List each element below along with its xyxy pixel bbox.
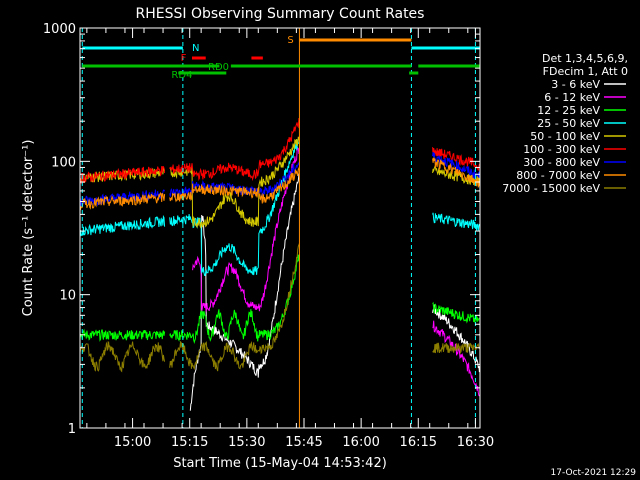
y-tick-label: 1 <box>68 422 76 437</box>
x-tick-label: 15:15 <box>171 435 208 450</box>
legend-entry-label: 800 - 7000 keV <box>516 169 600 182</box>
y-axis-label: Count Rate (s⁻¹ detector⁻¹) <box>21 140 36 317</box>
legend-header: Det 1,3,4,5,6,9, <box>542 52 628 65</box>
flag-label-s: S <box>287 35 293 46</box>
legend-entry-label: 6 - 12 keV <box>544 91 600 104</box>
flag-label-f: F <box>181 53 187 64</box>
x-tick-label: 16:00 <box>342 435 379 450</box>
flag-label-rd4: RD4 <box>171 70 192 81</box>
legend: Det 1,3,4,5,6,9,FDecim 1, Att 03 - 6 keV… <box>502 52 628 195</box>
flag-label-n: N <box>192 43 199 54</box>
legend-entry-label: 300 - 800 keV <box>523 156 600 169</box>
legend-entry-label: 3 - 6 keV <box>551 78 600 91</box>
x-tick-label: 15:00 <box>114 435 151 450</box>
legend-entry-label: 25 - 50 keV <box>537 117 600 130</box>
axes-group: 1 10 100 1000 15:00 15:15 15:30 15:45 16:00 16:15… <box>43 22 494 450</box>
x-tick-label: 15:30 <box>228 435 265 450</box>
series-line-7000-15000keV <box>79 243 480 373</box>
chart-title: RHESSI Observing Summary Count Rates <box>136 6 425 22</box>
legend-entry-label: 7000 - 15000 keV <box>502 182 600 195</box>
y-tick-label: 100 <box>51 155 76 170</box>
y-tick-label: 1000 <box>43 22 76 37</box>
flag-bars-group: NF RD0 RD4 S <box>81 28 480 428</box>
y-tick-label: 10 <box>59 289 76 304</box>
legend-entry-label: 50 - 100 keV <box>530 130 600 143</box>
flag-label-rd0: RD0 <box>208 62 229 73</box>
x-tick-label: 16:15 <box>400 435 437 450</box>
plot-frame <box>79 27 481 429</box>
series-line-25-50keV <box>79 139 480 276</box>
legend-header: FDecim 1, Att 0 <box>543 65 628 78</box>
legend-entry-label: 100 - 300 keV <box>523 143 600 156</box>
timestamp: 17-Oct-2021 12:29 <box>551 468 637 478</box>
series-line-100-300keV <box>79 117 480 185</box>
x-axis-label: Start Time (15-May-04 14:53:42) <box>173 456 387 471</box>
x-tick-label: 15:45 <box>285 435 322 450</box>
series-line-800-7000keV <box>79 157 480 211</box>
plot-series-group <box>79 117 480 411</box>
series-line-3-6keV <box>189 173 480 411</box>
legend-entry-label: 12 - 25 keV <box>537 104 600 117</box>
x-tick-label: 16:30 <box>457 435 494 450</box>
